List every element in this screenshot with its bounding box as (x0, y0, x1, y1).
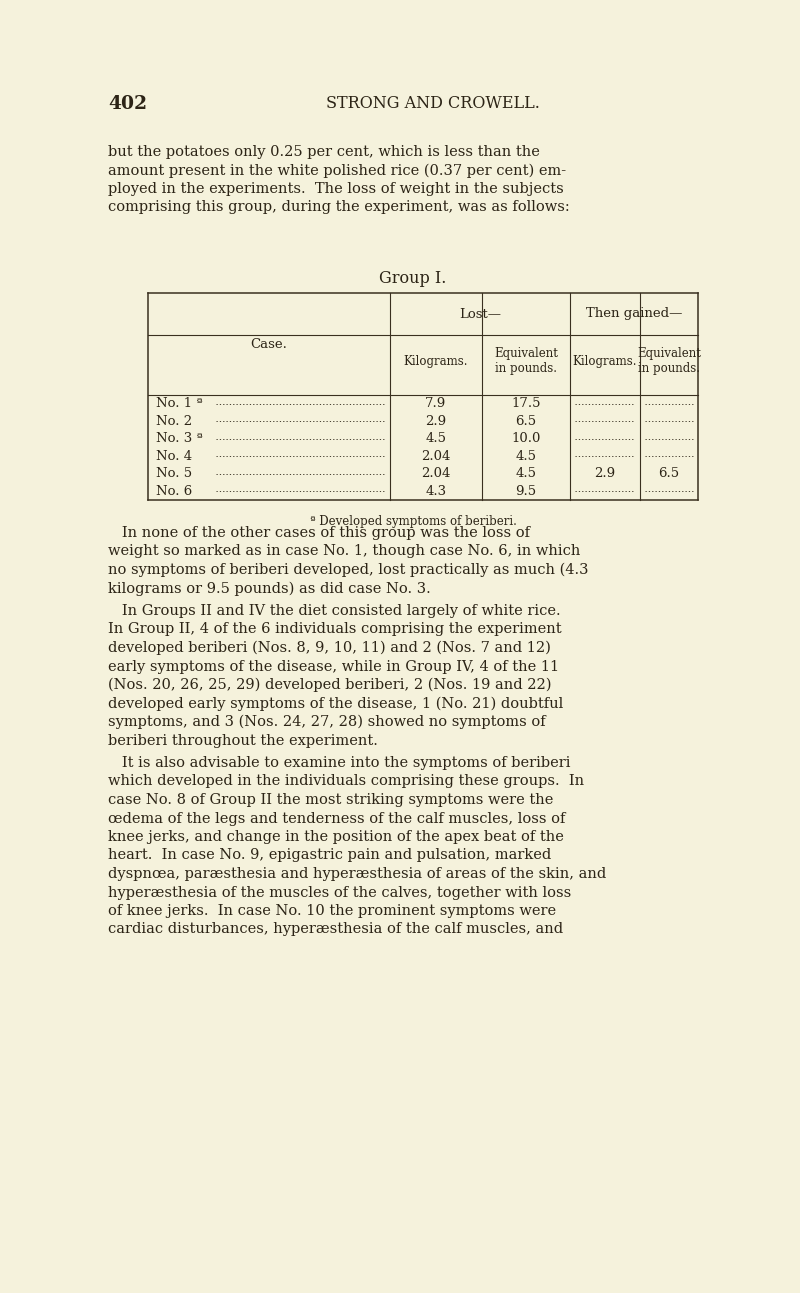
Text: œdema of the legs and tenderness of the calf muscles, loss of: œdema of the legs and tenderness of the … (108, 812, 566, 825)
Text: No. 3 ª: No. 3 ª (156, 432, 202, 445)
Text: knee jerks, and change in the position of the apex beat of the: knee jerks, and change in the position o… (108, 830, 564, 844)
Text: no symptoms of beriberi developed, lost practically as much (4.3: no symptoms of beriberi developed, lost … (108, 562, 589, 578)
Text: ployed in the experiments.  The loss of weight in the subjects: ployed in the experiments. The loss of w… (108, 182, 564, 197)
Text: ª Developed symptoms of beriberi.: ª Developed symptoms of beriberi. (310, 515, 517, 528)
Text: 2.04: 2.04 (422, 467, 450, 480)
Text: Then gained—: Then gained— (586, 308, 682, 321)
Text: 2.9: 2.9 (426, 415, 446, 428)
Text: 7.9: 7.9 (426, 397, 446, 410)
Text: weight so marked as in case No. 1, though case No. 6, in which: weight so marked as in case No. 1, thoug… (108, 544, 580, 559)
Text: 4.5: 4.5 (426, 432, 446, 445)
Text: Case.: Case. (250, 337, 287, 350)
Text: cardiac disturbances, hyperæsthesia of the calf muscles, and: cardiac disturbances, hyperæsthesia of t… (108, 922, 563, 936)
Text: Kilograms.: Kilograms. (404, 354, 468, 367)
Text: 6.5: 6.5 (658, 467, 679, 480)
Text: STRONG AND CROWELL.: STRONG AND CROWELL. (326, 94, 540, 112)
Text: Kilograms.: Kilograms. (573, 354, 638, 367)
Text: 4.5: 4.5 (515, 467, 537, 480)
Text: comprising this group, during the experiment, was as follows:: comprising this group, during the experi… (108, 200, 570, 215)
Text: (Nos. 20, 26, 25, 29) developed beriberi, 2 (Nos. 19 and 22): (Nos. 20, 26, 25, 29) developed beriberi… (108, 678, 551, 692)
Text: In none of the other cases of this group was the loss of: In none of the other cases of this group… (108, 526, 530, 540)
Text: 4.3: 4.3 (426, 485, 446, 498)
Text: dyspnœa, paræsthesia and hyperæsthesia of areas of the skin, and: dyspnœa, paræsthesia and hyperæsthesia o… (108, 868, 606, 881)
Text: Equivalent
in pounds.: Equivalent in pounds. (637, 347, 701, 375)
Text: case No. 8 of Group II the most striking symptoms were the: case No. 8 of Group II the most striking… (108, 793, 554, 807)
Text: 6.5: 6.5 (515, 415, 537, 428)
Text: kilograms or 9.5 pounds) as did case No. 3.: kilograms or 9.5 pounds) as did case No.… (108, 582, 430, 596)
Text: 2.9: 2.9 (594, 467, 615, 480)
Text: No. 5: No. 5 (156, 467, 192, 480)
Text: heart.  In case No. 9, epigastric pain and pulsation, marked: heart. In case No. 9, epigastric pain an… (108, 848, 551, 862)
Text: 10.0: 10.0 (511, 432, 541, 445)
Text: In Groups II and IV the diet consisted largely of white rice.: In Groups II and IV the diet consisted l… (108, 604, 561, 618)
Text: Equivalent
in pounds.: Equivalent in pounds. (494, 347, 558, 375)
Text: No. 2: No. 2 (156, 415, 192, 428)
Text: 2.04: 2.04 (422, 450, 450, 463)
Text: developed early symptoms of the disease, 1 (No. 21) doubtful: developed early symptoms of the disease,… (108, 697, 563, 711)
Text: which developed in the individuals comprising these groups.  In: which developed in the individuals compr… (108, 775, 584, 789)
Text: early symptoms of the disease, while in Group IV, 4 of the 11: early symptoms of the disease, while in … (108, 659, 559, 674)
Text: 402: 402 (108, 94, 147, 112)
Text: 17.5: 17.5 (511, 397, 541, 410)
Text: beriberi throughout the experiment.: beriberi throughout the experiment. (108, 733, 378, 747)
Text: 9.5: 9.5 (515, 485, 537, 498)
Text: No. 1 ª: No. 1 ª (156, 397, 202, 410)
Text: Lost—: Lost— (459, 308, 501, 321)
Text: Group I.: Group I. (379, 270, 446, 287)
Text: No. 6: No. 6 (156, 485, 192, 498)
Text: No. 4: No. 4 (156, 450, 192, 463)
Text: symptoms, and 3 (Nos. 24, 27, 28) showed no symptoms of: symptoms, and 3 (Nos. 24, 27, 28) showed… (108, 715, 546, 729)
Text: 4.5: 4.5 (515, 450, 537, 463)
Text: of knee jerks.  In case No. 10 the prominent symptoms were: of knee jerks. In case No. 10 the promin… (108, 904, 556, 918)
Text: In Group II, 4 of the 6 individuals comprising the experiment: In Group II, 4 of the 6 individuals comp… (108, 622, 562, 636)
Text: hyperæsthesia of the muscles of the calves, together with loss: hyperæsthesia of the muscles of the calv… (108, 886, 571, 900)
Text: amount present in the white polished rice (0.37 per cent) em-: amount present in the white polished ric… (108, 163, 566, 178)
Text: developed beriberi (Nos. 8, 9, 10, 11) and 2 (Nos. 7 and 12): developed beriberi (Nos. 8, 9, 10, 11) a… (108, 641, 551, 656)
Text: It is also advisable to examine into the symptoms of beriberi: It is also advisable to examine into the… (108, 756, 570, 771)
Text: but the potatoes only 0.25 per cent, which is less than the: but the potatoes only 0.25 per cent, whi… (108, 145, 540, 159)
